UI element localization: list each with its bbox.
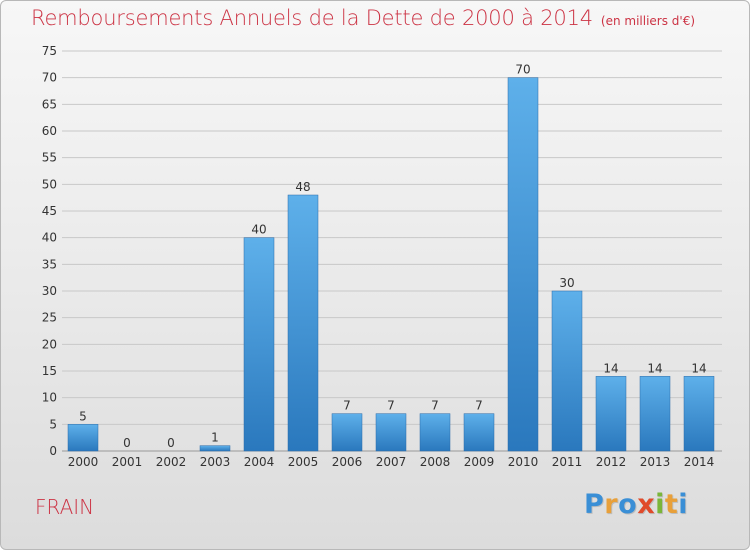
x-tick-label: 2009 xyxy=(464,455,495,469)
data-label: 48 xyxy=(295,180,310,194)
x-tick-label: 2013 xyxy=(640,455,671,469)
data-label: 0 xyxy=(123,436,131,450)
unit-label: (en milliers d'€) xyxy=(600,14,696,28)
bar xyxy=(507,77,539,452)
x-tick-label: 2010 xyxy=(508,455,539,469)
commune-name: FRAIN xyxy=(35,495,95,519)
logo-letter: i xyxy=(655,489,665,520)
x-tick-label: 2012 xyxy=(596,455,627,469)
x-tick-label: 2004 xyxy=(244,455,275,469)
bar xyxy=(683,376,715,452)
bar xyxy=(639,376,671,452)
bar xyxy=(243,237,275,452)
proxiti-logo: Proxiti xyxy=(584,489,688,520)
x-tick-label: 2007 xyxy=(376,455,407,469)
logo-letter: r xyxy=(604,489,619,520)
bar xyxy=(551,290,583,452)
x-tick-label: 2003 xyxy=(200,455,231,469)
x-tick-label: 2008 xyxy=(420,455,451,469)
y-tick-label: 5 xyxy=(49,417,57,431)
logo-letter: i xyxy=(678,489,689,520)
y-tick-label: 55 xyxy=(42,151,57,165)
data-label: 40 xyxy=(251,223,266,237)
x-tick-label: 2014 xyxy=(684,455,715,469)
x-axis-ticks: 2000 2001 2002 2003 2004 2005 2006 2007 2008 2009… xyxy=(68,455,715,469)
logo-letter: t xyxy=(664,489,679,520)
y-tick-label: 20 xyxy=(42,337,57,351)
bar xyxy=(419,413,451,452)
title-text: Remboursements Annuels de la Dette de 20… xyxy=(31,6,593,30)
y-tick-label: 75 xyxy=(42,44,57,58)
bar xyxy=(595,376,627,452)
x-tick-label: 2011 xyxy=(552,455,583,469)
bar xyxy=(199,445,231,452)
y-tick-label: 50 xyxy=(42,177,57,191)
y-tick-label: 15 xyxy=(42,364,57,378)
data-label: 70 xyxy=(515,63,530,77)
data-label: 5 xyxy=(79,409,87,423)
data-label: 7 xyxy=(343,399,351,413)
y-tick-label: 0 xyxy=(49,444,57,458)
bar xyxy=(287,194,319,452)
y-axis-ticks: 0 5 10 15 20 25 30 35 40 45 50 55 60 65 70 75 xyxy=(42,44,57,458)
x-tick-label: 2000 xyxy=(68,455,99,469)
logo-letter: o xyxy=(618,489,638,520)
data-label: 7 xyxy=(431,399,439,413)
data-label: 7 xyxy=(387,399,395,413)
x-tick-label: 2006 xyxy=(332,455,363,469)
bar xyxy=(67,424,99,452)
y-tick-label: 65 xyxy=(42,97,57,111)
y-tick-label: 10 xyxy=(42,391,57,405)
bar xyxy=(331,413,363,452)
bar xyxy=(463,413,495,452)
y-tick-label: 35 xyxy=(42,257,57,271)
y-tick-label: 70 xyxy=(42,71,57,85)
data-label: 7 xyxy=(475,399,483,413)
data-label: 30 xyxy=(559,276,574,290)
logo-letter: P xyxy=(584,489,605,520)
x-tick-label: 2002 xyxy=(156,455,187,469)
chart-title: Remboursements Annuels de la Dette de 20… xyxy=(31,6,695,30)
y-tick-label: 25 xyxy=(42,311,57,325)
data-label: 0 xyxy=(167,436,175,450)
data-label: 14 xyxy=(603,361,618,375)
y-tick-label: 60 xyxy=(42,124,57,138)
data-label: 14 xyxy=(691,361,706,375)
y-tick-label: 40 xyxy=(42,231,57,245)
bars xyxy=(67,77,715,452)
data-labels: 5 0 0 1 40 48 7 7 7 7 70 30 14 14 14 xyxy=(79,63,706,450)
data-label: 14 xyxy=(647,361,662,375)
logo-letter: x xyxy=(637,489,656,520)
bar xyxy=(375,413,407,452)
data-label: 1 xyxy=(211,431,219,445)
x-tick-label: 2001 xyxy=(112,455,143,469)
y-tick-label: 30 xyxy=(42,284,57,298)
y-tick-label: 45 xyxy=(42,204,57,218)
x-tick-label: 2005 xyxy=(288,455,319,469)
